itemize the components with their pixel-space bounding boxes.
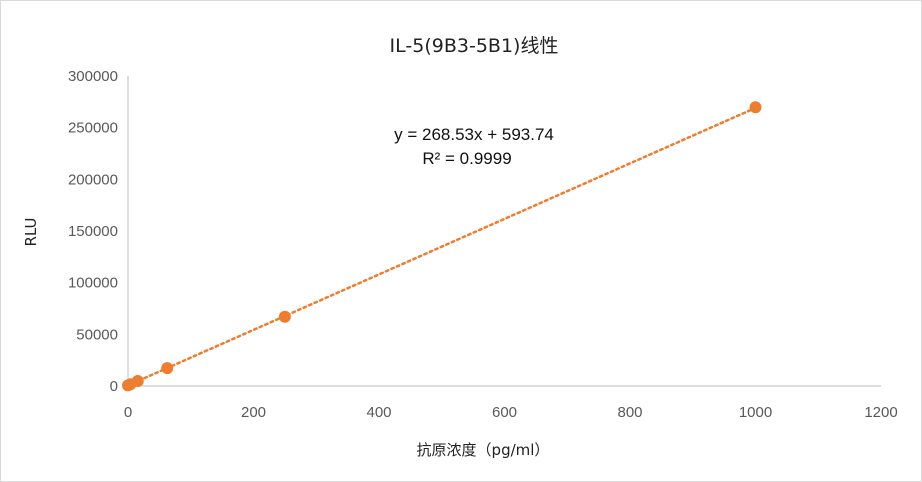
x-tick-label: 600 [492,404,517,421]
data-point [278,310,291,323]
y-tick-label: 50000 [76,326,118,343]
y-tick-label: 250000 [68,120,118,137]
y-tick-label: 200000 [68,171,118,188]
y-tick-label: 0 [110,378,118,395]
x-tick-label: 400 [366,404,391,421]
data-point [161,362,174,375]
data-point [131,375,144,388]
chart-title: IL-5(9B3-5B1)线性 [390,35,559,57]
y-tick-label: 150000 [68,223,118,240]
trendline [126,106,757,387]
y-axis-label: RLU [22,217,40,246]
x-tick-label: 1000 [739,404,772,421]
trendline-equation: y = 268.53x + 593.74 [394,125,554,144]
data-point [749,101,762,114]
x-tick-label: 1200 [864,404,897,421]
y-tick-label: 300000 [68,68,118,85]
x-axis-label: 抗原浓度（pg/ml） [417,441,550,459]
r-squared-label: R² = 0.9999 [422,149,511,168]
x-tick-label: 200 [241,404,266,421]
x-tick-label: 0 [124,404,132,421]
y-tick-label: 100000 [68,275,118,292]
x-tick-label: 800 [617,404,642,421]
